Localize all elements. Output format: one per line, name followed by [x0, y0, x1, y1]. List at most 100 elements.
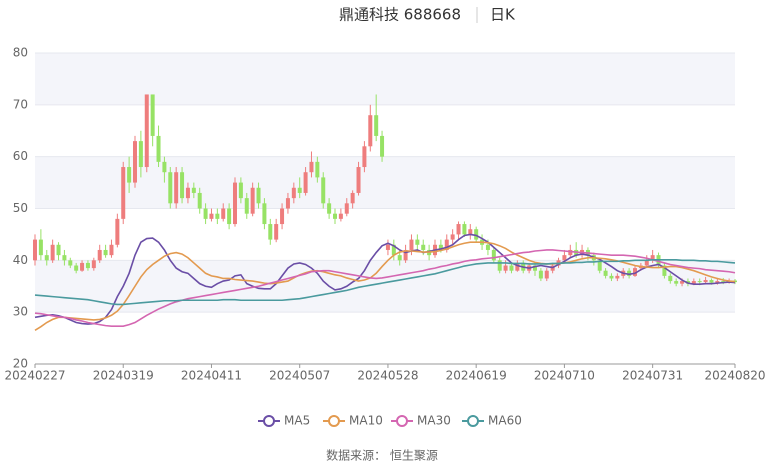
candle-body: [662, 265, 667, 276]
candle-body: [115, 218, 120, 245]
ma-line: [34, 233, 736, 325]
candle-body: [138, 141, 143, 168]
x-tick-label: 20240528: [357, 369, 418, 383]
x-tick-label: 20240411: [181, 369, 242, 383]
candle-body: [697, 281, 702, 283]
candle-body: [74, 265, 79, 271]
candle-body: [285, 198, 290, 209]
candle-body: [121, 167, 126, 219]
candle-body: [703, 280, 708, 283]
candle-body: [568, 249, 573, 256]
candle-body: [38, 239, 43, 256]
candle-body: [150, 94, 155, 136]
candle-body: [262, 203, 267, 225]
candle-body: [344, 203, 349, 214]
candle-body: [180, 172, 185, 199]
candle-body: [415, 239, 420, 245]
ma-line: [34, 249, 736, 327]
candle-body: [409, 239, 414, 250]
candle-body: [462, 224, 467, 235]
legend-marker: [263, 415, 275, 427]
candle-body: [627, 270, 632, 276]
candle-body: [497, 260, 502, 271]
candle-body: [274, 224, 279, 240]
candle-body: [268, 224, 273, 240]
candle-body: [297, 187, 302, 193]
legend-label: MA5: [284, 414, 310, 428]
y-tick-label: 50: [13, 201, 28, 215]
candle-body: [62, 255, 67, 261]
candle-body: [397, 255, 402, 261]
plot-area: 20 30 40 50 60 70 80 20240227 20240319 20240411 20…: [4, 46, 765, 383]
candle-body: [603, 270, 608, 276]
candle-body: [197, 192, 202, 209]
candle-body: [97, 249, 102, 261]
candle-body: [633, 268, 637, 276]
candle-body: [368, 115, 373, 147]
candle-body: [562, 255, 567, 261]
candle-body: [691, 281, 696, 284]
candle-body: [715, 281, 720, 283]
candle-body: [680, 281, 685, 284]
y-tick-label: 30: [13, 305, 28, 319]
candle-body: [250, 187, 255, 214]
candle-body: [238, 182, 243, 199]
candle-body: [468, 229, 473, 235]
candle-body: [456, 224, 461, 235]
candle-body: [609, 275, 614, 279]
x-tick-label: 20240731: [622, 369, 683, 383]
x-tick-label: 20240710: [534, 369, 595, 383]
y-tick-label: 70: [13, 97, 28, 111]
x-tick-label: 20240619: [446, 369, 507, 383]
chart-title: 鼎通科技 688668: [339, 6, 461, 24]
legend-marker: [467, 415, 479, 427]
candle-body: [374, 115, 379, 136]
candle-body: [421, 244, 426, 250]
candle-body: [327, 203, 332, 214]
candle-body: [350, 192, 355, 204]
x-tick-label: 20240227: [4, 369, 65, 383]
legend-marker: [328, 415, 340, 427]
candle-body: [103, 249, 108, 256]
candle-body: [56, 244, 61, 256]
candle-body: [503, 265, 508, 271]
candle-body: [321, 177, 326, 204]
y-tick-label: 60: [13, 149, 28, 163]
candle-body: [191, 187, 196, 193]
candle-body: [50, 244, 55, 261]
candle-body: [280, 208, 285, 225]
legend-label: MA10: [349, 414, 383, 428]
candle-body: [615, 275, 620, 279]
candle-body: [709, 280, 714, 283]
candle-body: [203, 208, 208, 219]
candle-body: [162, 161, 167, 173]
legend-label: MA30: [417, 414, 451, 428]
x-tick-label: 20240507: [269, 369, 330, 383]
candle-body: [91, 260, 96, 269]
candle-body: [44, 255, 49, 261]
source-note: 数据来源： 恒生聚源: [326, 448, 438, 463]
candle-body: [144, 94, 149, 168]
candle-body: [509, 265, 514, 271]
candle-body: [85, 262, 90, 269]
ma-line: [34, 259, 736, 306]
candle-body: [303, 172, 308, 193]
candle-body: [362, 146, 367, 168]
period-label: 日K: [490, 6, 516, 24]
candle-body: [233, 182, 237, 225]
candle-body: [356, 167, 361, 193]
candle-body: [515, 262, 520, 271]
candle-body: [68, 260, 73, 266]
candle-body: [109, 244, 114, 256]
x-tick-label: 20240319: [93, 369, 154, 383]
candle-body: [221, 208, 226, 219]
grid-band: [35, 53, 735, 105]
candle-body: [244, 198, 249, 214]
candle-body: [333, 213, 337, 219]
candle-body: [133, 141, 137, 183]
candle-body: [450, 234, 455, 240]
candle-body: [391, 244, 396, 256]
candle-body: [174, 172, 179, 204]
candle-body: [403, 249, 408, 261]
